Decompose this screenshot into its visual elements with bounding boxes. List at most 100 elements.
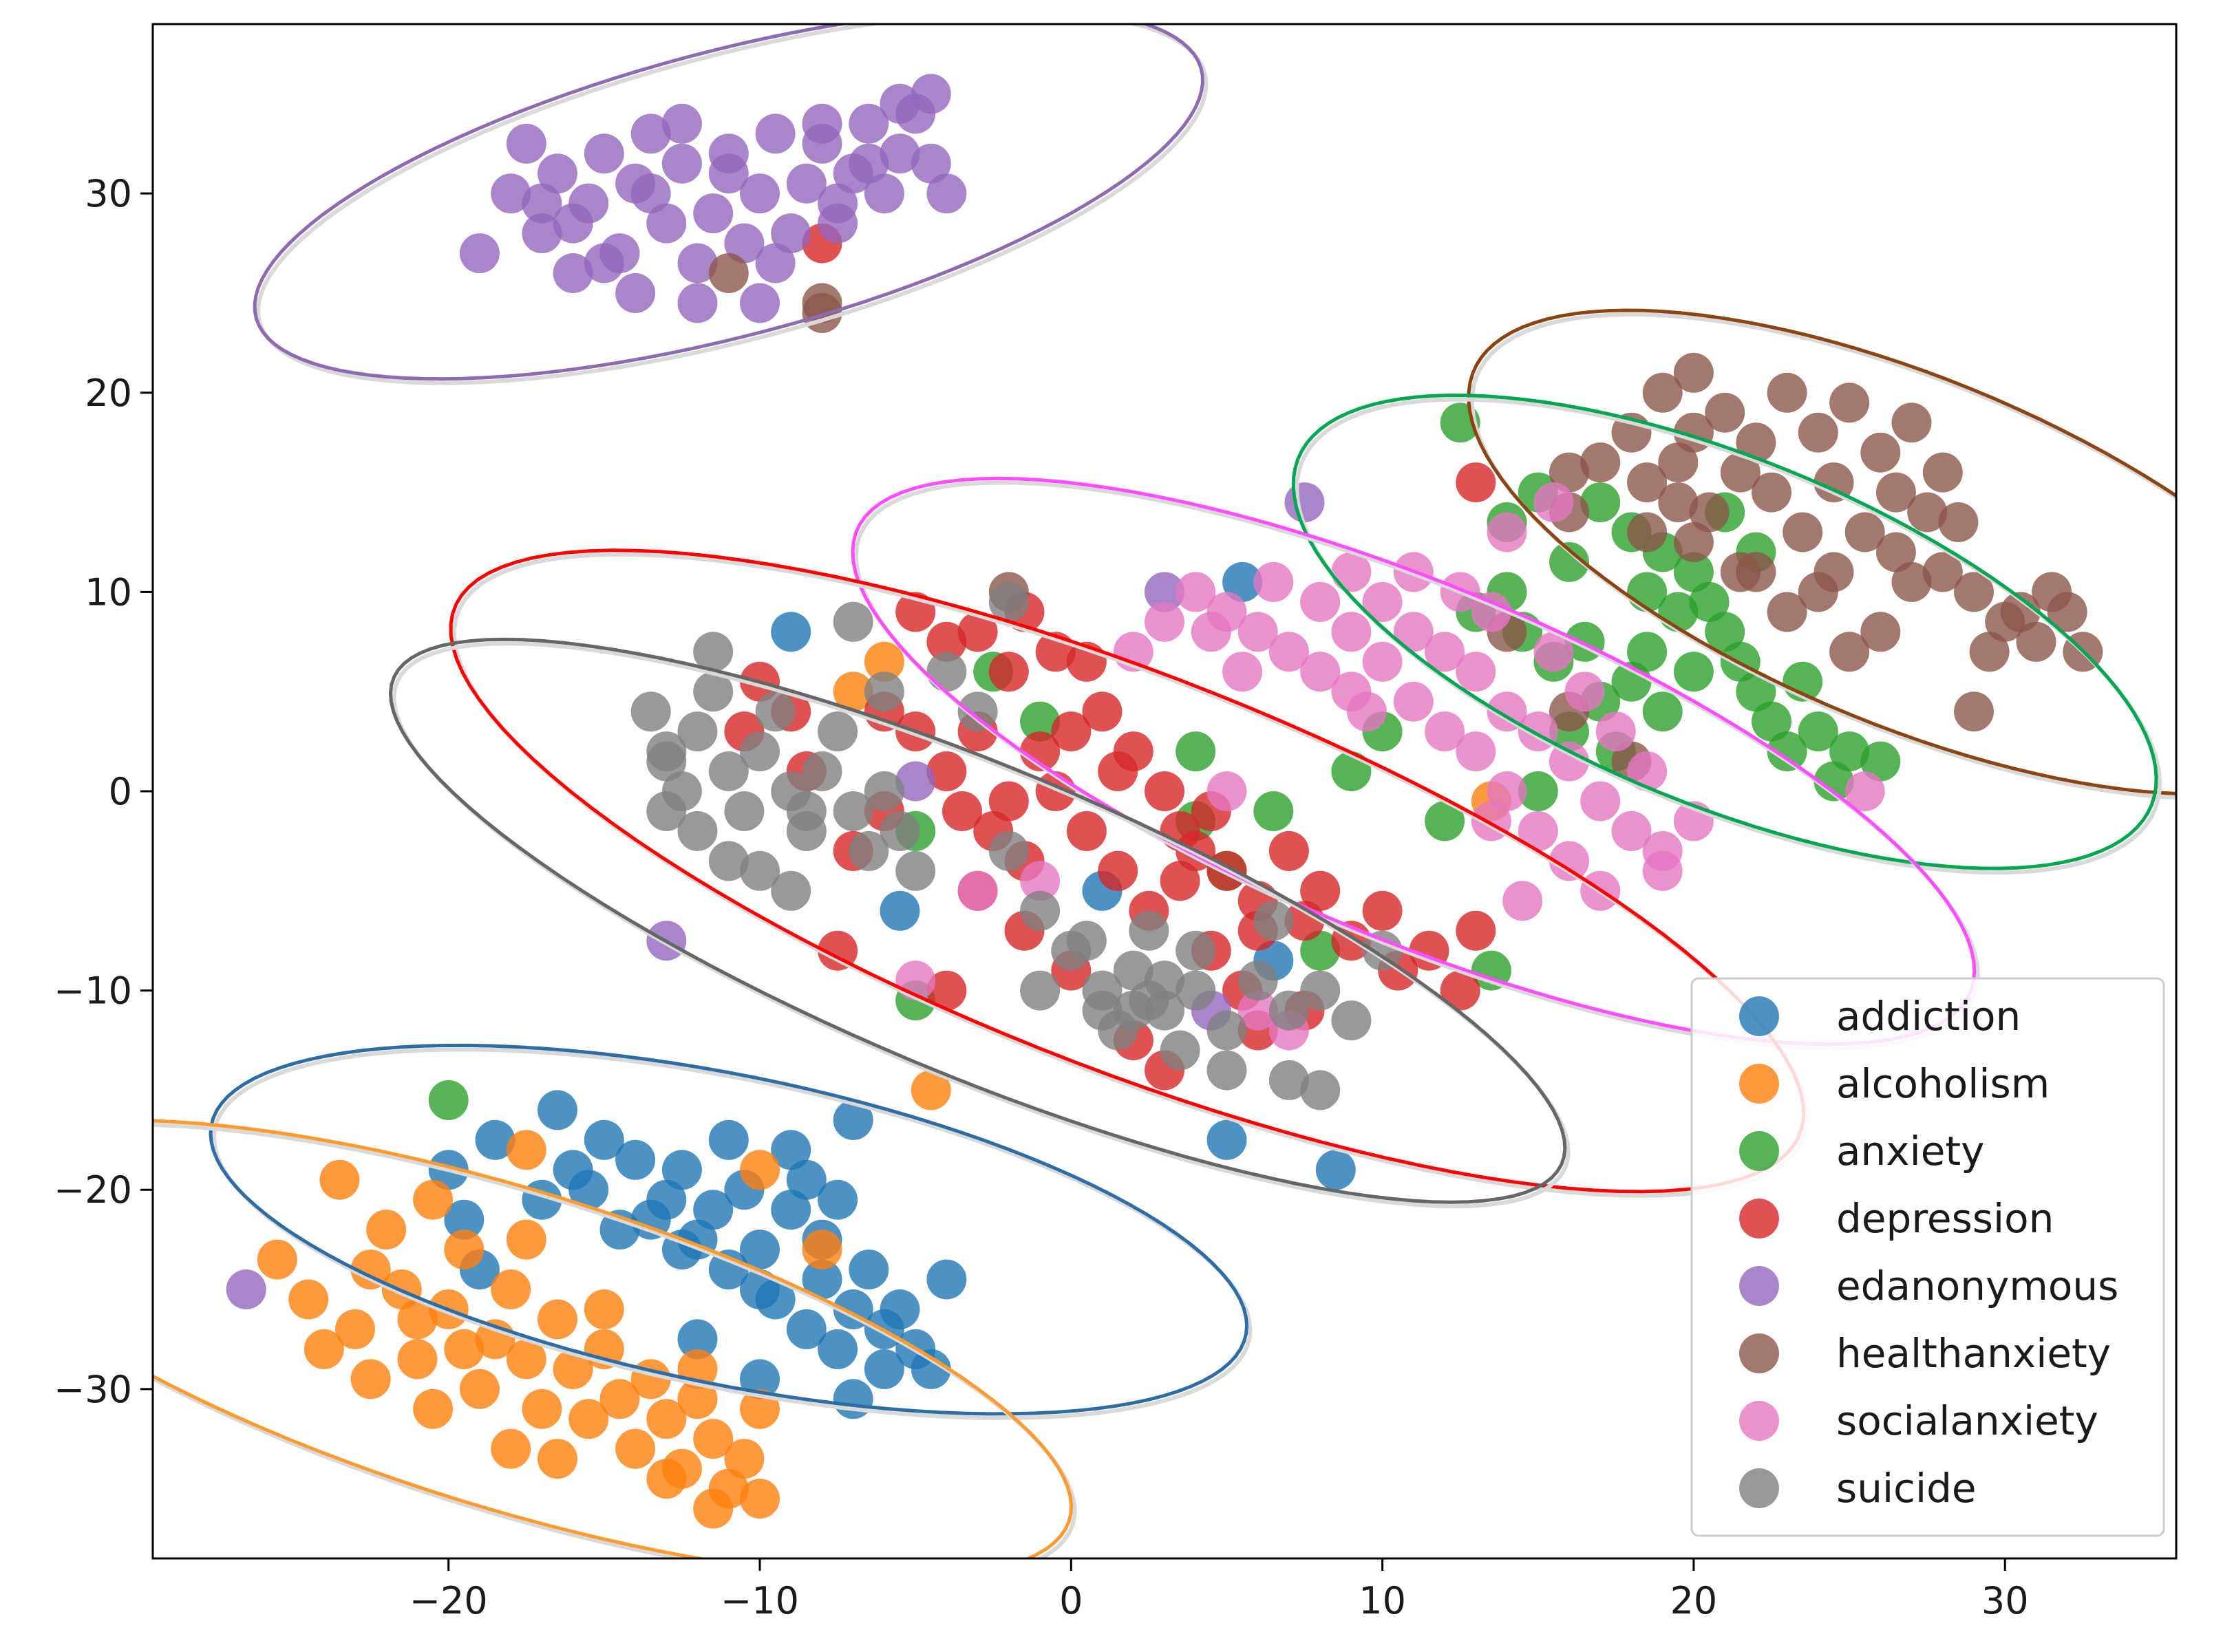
point-socialanxiety (957, 870, 998, 911)
point-healthanxiety (1549, 452, 1589, 493)
ellipse-socialanxiety (851, 476, 1977, 1047)
point-edanonymous (755, 243, 796, 283)
point-edanonymous (459, 233, 500, 274)
point-suicide (677, 711, 718, 752)
point-addiction (818, 1329, 858, 1369)
point-alcoholism (724, 1439, 765, 1479)
point-suicide (1237, 961, 1278, 1001)
point-healthanxiety (1860, 612, 1901, 652)
point-addiction (740, 1230, 780, 1270)
point-socialanxiety (1300, 652, 1341, 692)
point-socialanxiety (1191, 612, 1231, 652)
legend-marker-edanonymous (1739, 1266, 1779, 1306)
point-depression (926, 751, 967, 791)
point-alcoholism (257, 1239, 297, 1280)
point-depression (1066, 811, 1107, 851)
point-depression (988, 652, 1029, 692)
point-edanonymous (646, 203, 687, 244)
point-addiction (771, 1130, 811, 1170)
point-depression (942, 791, 982, 831)
point-edanonymous (740, 173, 780, 214)
point-suicide (1176, 930, 1216, 971)
point-alcoholism (491, 1428, 531, 1469)
point-suicide (630, 691, 671, 732)
point-healthanxiety (1658, 482, 1699, 523)
legend-label-alcoholism: alcoholism (1836, 1060, 2050, 1107)
point-anxiety (1798, 711, 1838, 752)
point-suicide (833, 601, 873, 642)
point-addiction (538, 1090, 577, 1130)
point-addiction (444, 1199, 485, 1240)
point-suicide (802, 751, 842, 791)
point-edanonymous (786, 163, 827, 204)
point-suicide (677, 811, 718, 851)
point-addiction (849, 1249, 889, 1290)
point-anxiety (1642, 691, 1683, 732)
point-suicide (786, 791, 827, 831)
point-healthanxiety (1720, 552, 1761, 592)
legend-marker-addiction (1739, 996, 1779, 1036)
point-healthanxiety (1891, 561, 1932, 602)
point-suicide (864, 672, 904, 712)
point-healthanxiety (1752, 472, 1791, 513)
point-depression (1362, 890, 1403, 931)
point-healthanxiety (1907, 492, 1948, 533)
point-socialanxiety (1268, 632, 1309, 672)
point-edanonymous (693, 193, 734, 234)
point-anxiety (1020, 701, 1061, 742)
point-edanonymous (661, 143, 702, 184)
point-alcoholism (864, 641, 904, 682)
point-alcoholism (802, 1230, 842, 1270)
point-anxiety (1829, 731, 1870, 772)
point-healthanxiety (1891, 403, 1932, 443)
point-addiction (833, 1099, 873, 1140)
point-suicide (926, 652, 967, 692)
y-tick-label: −20 (54, 1168, 132, 1212)
point-socialanxiety (1331, 612, 1372, 652)
legend-label-anxiety: anxiety (1836, 1128, 1985, 1174)
point-suicide (849, 830, 889, 871)
point-healthanxiety (1922, 552, 1963, 592)
point-alcoholism (413, 1179, 454, 1220)
point-socialanxiety (1331, 552, 1372, 592)
point-addiction (553, 1150, 593, 1190)
point-addiction (708, 1249, 749, 1290)
point-addiction (911, 1349, 951, 1389)
point-healthanxiety (1720, 452, 1761, 493)
point-addiction (833, 1379, 873, 1419)
point-healthanxiety (1705, 392, 1745, 433)
point-alcoholism (444, 1230, 485, 1270)
point-alcoholism (538, 1439, 577, 1479)
point-edanonymous (553, 253, 593, 293)
x-tick-label: 20 (1670, 1579, 1718, 1622)
point-addiction (926, 1259, 967, 1300)
legend-box (1690, 977, 2165, 1537)
point-depression (1098, 751, 1138, 791)
point-socialanxiety (1844, 771, 1885, 811)
point-suicide (1066, 921, 1107, 961)
legend-marker-suicide (1739, 1468, 1779, 1508)
point-depression (1268, 830, 1309, 871)
ellipse-addiction (209, 1043, 1249, 1416)
legend-marker-healthanxiety (1739, 1333, 1779, 1373)
point-alcoholism (397, 1299, 438, 1340)
point-suicide (1020, 890, 1061, 931)
point-healthanxiety (1922, 452, 1963, 493)
point-suicide (771, 870, 811, 911)
point-addiction (786, 1309, 827, 1349)
point-suicide (693, 632, 734, 672)
point-socialanxiety (1533, 482, 1574, 523)
point-alcoholism (506, 1339, 546, 1380)
point-suicide (895, 850, 936, 891)
x-tick-label: −20 (410, 1579, 488, 1622)
x-tick-label: 30 (1981, 1579, 2029, 1622)
point-anxiety (1176, 731, 1216, 772)
point-depression (988, 781, 1029, 822)
point-suicide (1082, 990, 1123, 1031)
point-healthanxiety (1938, 502, 1979, 542)
point-edanonymous (584, 243, 624, 283)
point-alcoholism (444, 1329, 485, 1369)
point-socialanxiety (1564, 672, 1605, 712)
point-suicide (708, 751, 749, 791)
